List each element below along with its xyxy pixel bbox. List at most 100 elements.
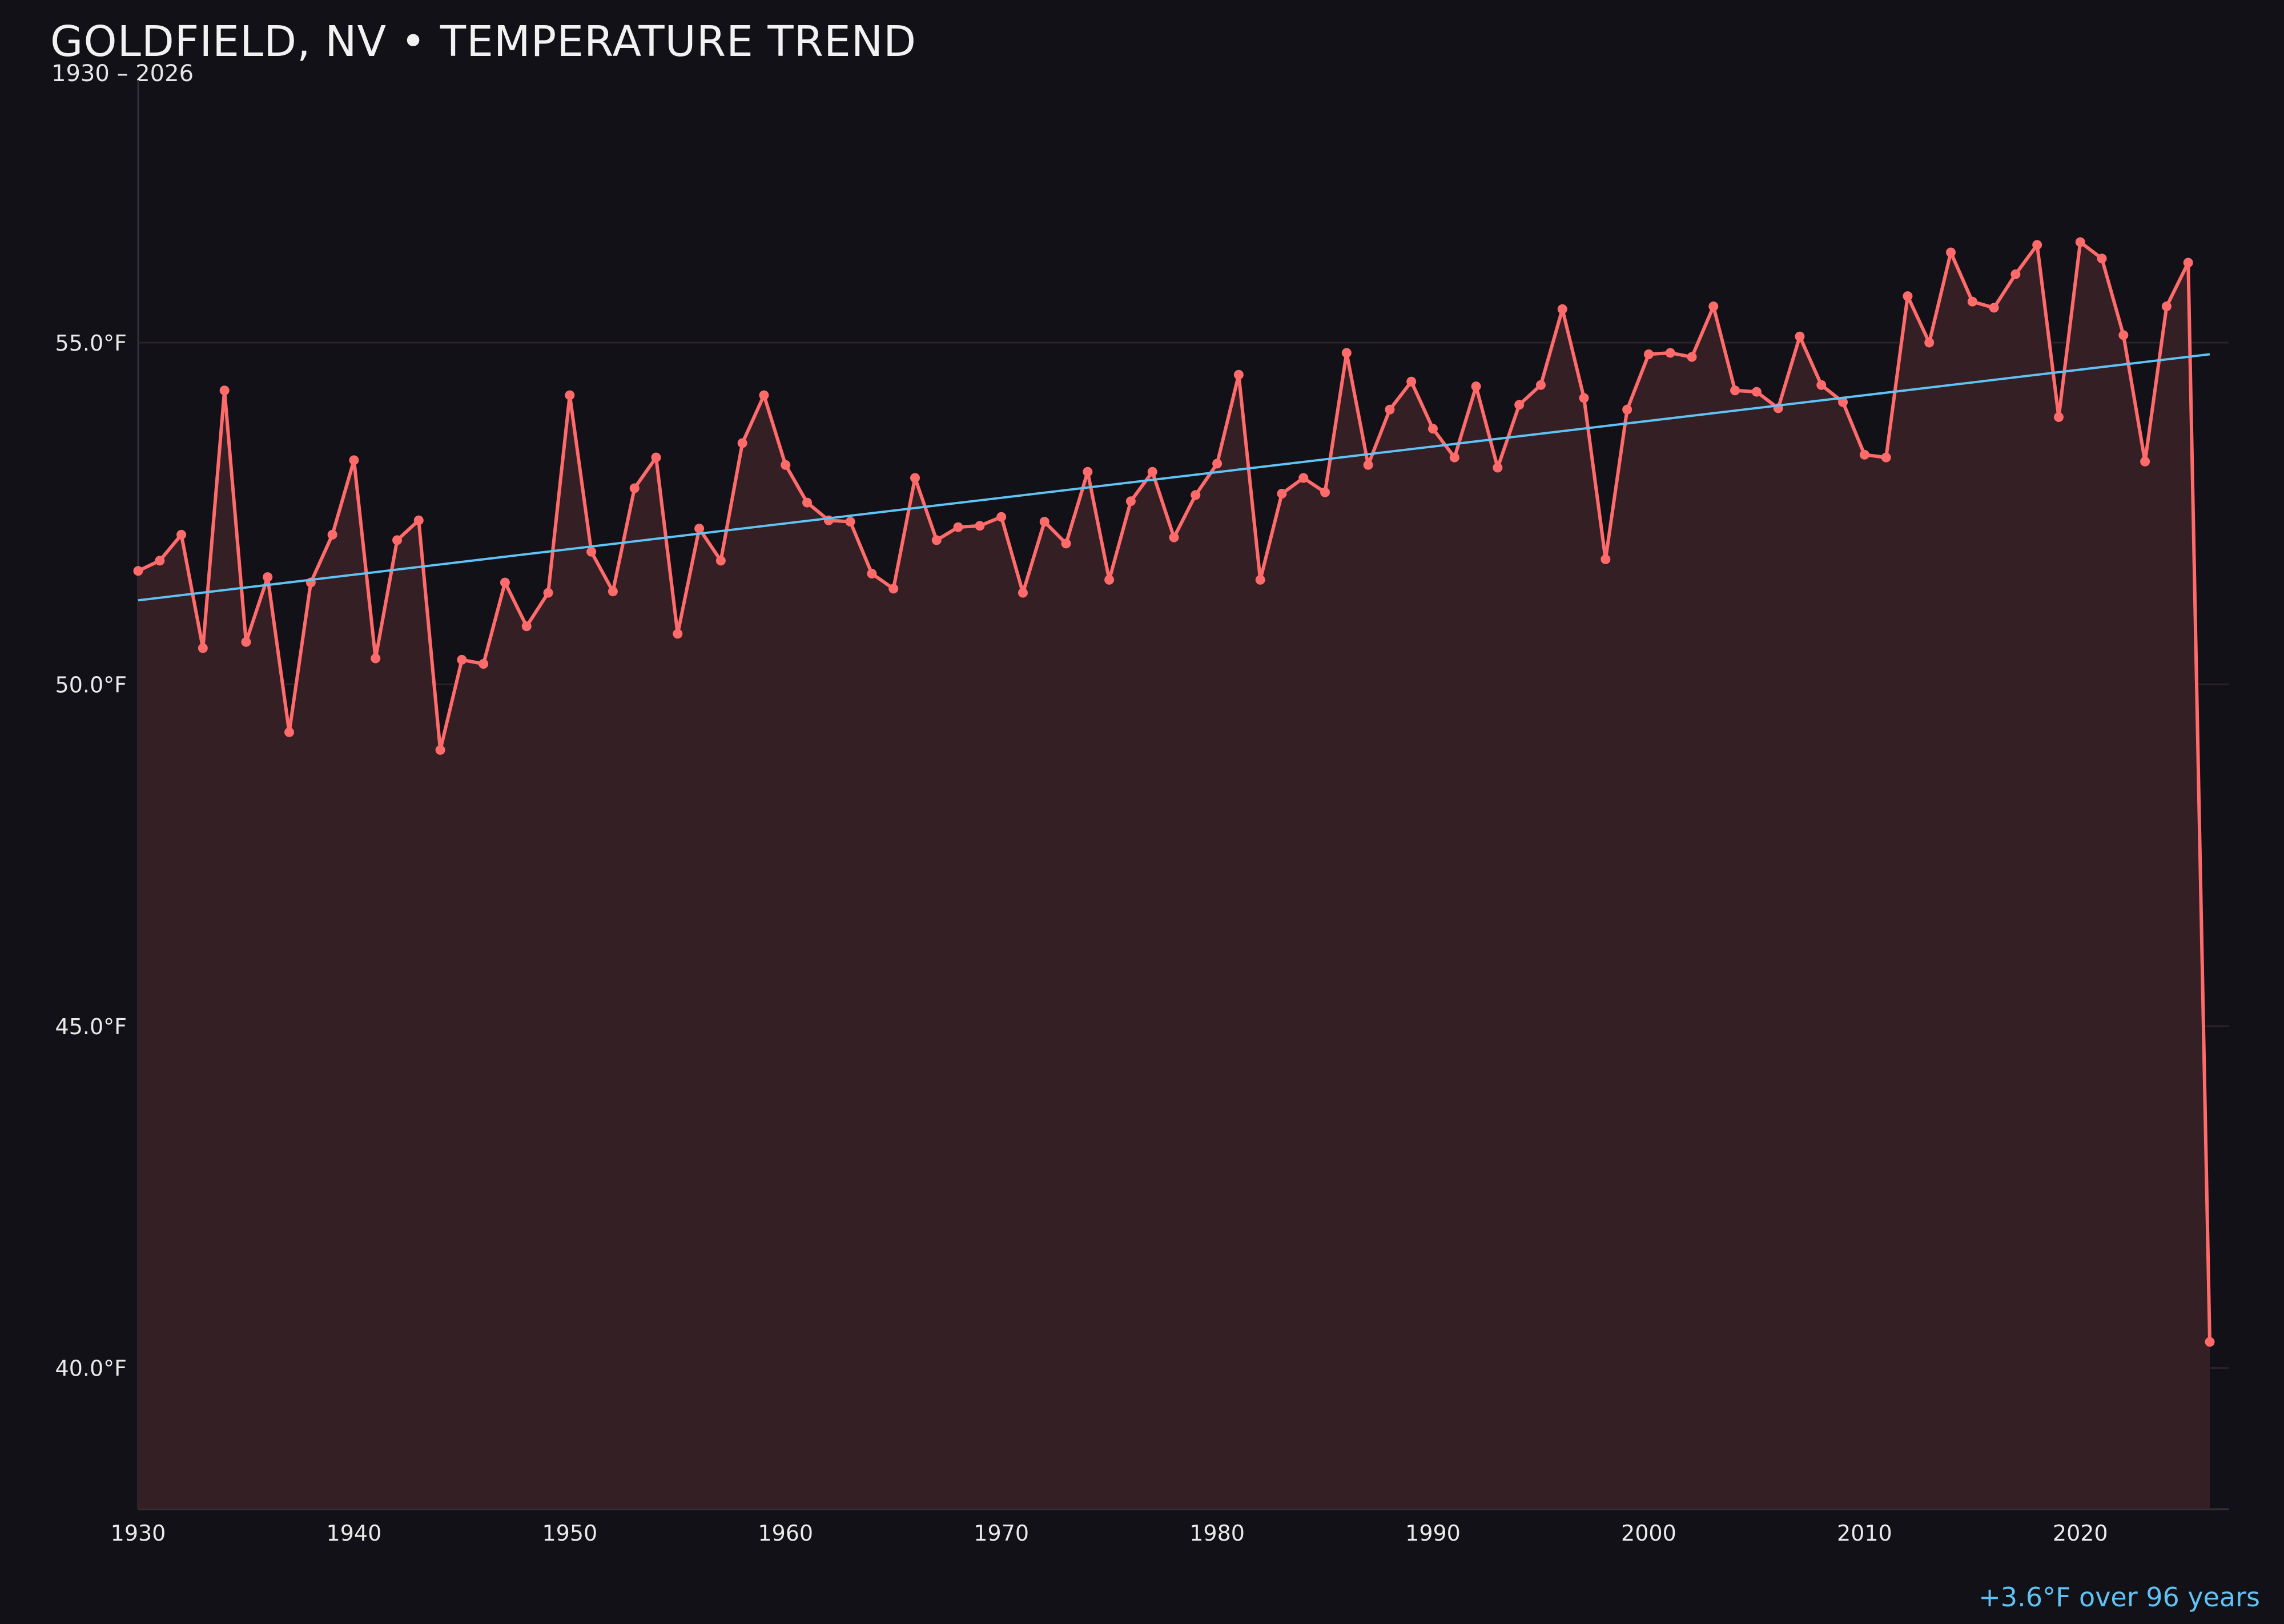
data-point xyxy=(478,659,489,669)
data-point xyxy=(1751,387,1762,397)
area-fill xyxy=(138,242,2210,1509)
data-point xyxy=(2032,240,2042,250)
data-point xyxy=(1169,532,1179,542)
data-point xyxy=(176,529,187,540)
data-point xyxy=(2010,269,2021,279)
data-point xyxy=(500,577,510,588)
y-tick-label: 50.0°F xyxy=(55,673,127,698)
data-point xyxy=(198,643,208,653)
data-point xyxy=(1341,348,1352,358)
data-point xyxy=(910,473,920,483)
data-point xyxy=(1104,574,1115,585)
data-point xyxy=(845,517,855,527)
data-point xyxy=(392,535,402,545)
data-point xyxy=(867,569,877,579)
data-point xyxy=(1514,400,1525,410)
data-point xyxy=(284,727,295,737)
x-tick-label: 1980 xyxy=(1189,1521,1245,1546)
temperature-series xyxy=(133,237,2215,1347)
trend-annotation: +3.6°F over 96 years xyxy=(1979,1582,2260,1613)
x-tick-label: 1950 xyxy=(542,1521,597,1546)
data-point xyxy=(2205,1337,2215,1347)
trend-line-group xyxy=(138,353,2210,602)
data-point xyxy=(1125,496,1136,507)
data-point xyxy=(435,745,445,755)
data-point xyxy=(1838,397,1848,407)
data-point xyxy=(1622,404,1632,415)
data-point xyxy=(715,556,726,566)
y-tick-label: 55.0°F xyxy=(55,331,127,356)
data-point xyxy=(1816,380,1827,390)
data-point xyxy=(1730,385,1740,396)
data-point xyxy=(1363,460,1373,470)
data-point xyxy=(888,584,899,594)
data-point xyxy=(2075,237,2085,247)
data-point xyxy=(2183,258,2193,268)
data-point xyxy=(1018,588,1028,598)
data-point xyxy=(953,522,963,532)
chart-subtitle: 1930 – 2026 xyxy=(51,61,194,87)
data-point xyxy=(1428,424,1438,434)
data-point xyxy=(781,460,791,470)
data-point xyxy=(327,529,337,540)
data-point xyxy=(586,546,597,557)
data-point xyxy=(1557,304,1567,314)
data-point xyxy=(608,586,618,597)
x-tick-label: 2000 xyxy=(1621,1521,1676,1546)
data-point xyxy=(802,497,813,508)
x-tick-label: 1960 xyxy=(758,1521,813,1546)
x-tick-label: 2020 xyxy=(2053,1521,2108,1546)
data-point xyxy=(759,390,769,400)
data-point xyxy=(694,524,705,534)
data-point xyxy=(1212,459,1223,469)
data-point xyxy=(1083,467,1093,477)
data-point xyxy=(1924,337,1935,348)
data-point xyxy=(931,535,942,545)
data-point xyxy=(1795,331,1805,341)
data-point xyxy=(1643,349,1654,359)
data-point xyxy=(457,654,467,665)
y-tick-label: 45.0°F xyxy=(55,1014,127,1039)
data-point xyxy=(1535,380,1546,390)
area-fill-shape xyxy=(138,242,2210,1509)
data-point xyxy=(1903,291,1913,302)
data-point xyxy=(543,588,553,598)
data-point xyxy=(1233,369,1244,380)
data-point xyxy=(1946,247,1956,258)
data-point xyxy=(975,521,985,531)
data-point xyxy=(651,452,661,463)
data-point xyxy=(1406,376,1417,387)
data-point xyxy=(2140,456,2150,467)
data-point xyxy=(673,629,683,639)
data-point xyxy=(371,653,381,664)
data-point xyxy=(1601,554,1611,564)
x-tick-label: 1970 xyxy=(974,1521,1029,1546)
data-point xyxy=(1449,452,1459,463)
trend-line xyxy=(138,353,2210,602)
y-tick-label: 40.0°F xyxy=(55,1356,127,1381)
data-point xyxy=(737,438,747,448)
data-point xyxy=(1298,473,1309,483)
x-tick-label: 1990 xyxy=(1405,1521,1461,1546)
data-point xyxy=(1708,302,1719,312)
x-tick-label: 1930 xyxy=(111,1521,166,1546)
data-point xyxy=(1687,352,1697,362)
data-point xyxy=(1039,517,1049,527)
data-point xyxy=(1989,303,1999,313)
data-point xyxy=(2118,330,2129,340)
data-point xyxy=(263,572,273,582)
data-point xyxy=(629,483,640,493)
data-point xyxy=(2161,302,2172,312)
data-point xyxy=(1191,490,1201,500)
data-point xyxy=(1061,538,1071,549)
data-point xyxy=(1255,574,1265,585)
data-point xyxy=(219,385,230,396)
x-tick-label: 2010 xyxy=(1837,1521,1892,1546)
data-point xyxy=(1665,348,1675,358)
data-point xyxy=(1579,393,1589,403)
data-point xyxy=(1859,449,1869,460)
data-point xyxy=(1493,463,1503,473)
data-point xyxy=(521,621,532,632)
data-point xyxy=(1385,404,1395,415)
